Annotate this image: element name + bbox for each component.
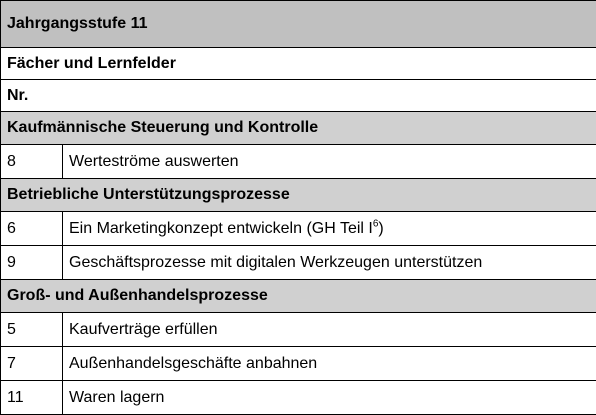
table-row: 8 Werteströme auswerten (1, 145, 596, 179)
field-name: Waren lagern (63, 381, 596, 415)
subjects-header: Fächer und Lernfelder (1, 48, 596, 80)
group-row: Kaufmännische Steuerung und Kontrolle (1, 112, 596, 145)
table-row: 6 Ein Marketingkonzept entwickeln (GH Te… (1, 212, 596, 246)
number-header-row: Nr. (1, 80, 596, 112)
group-row: Groß- und Außenhandelsprozesse (1, 280, 596, 313)
field-name-text: Ein Marketingkonzept entwickeln (GH Teil… (69, 220, 373, 237)
table-row: 7 Außenhandelsgeschäfte anbahnen (1, 347, 596, 381)
field-name: Werteströme auswerten (63, 145, 596, 179)
table-row: 5 Kaufverträge erfüllen (1, 313, 596, 347)
field-name: Ein Marketingkonzept entwickeln (GH Teil… (63, 212, 596, 246)
year-title: Jahrgangsstufe 11 (1, 1, 596, 48)
field-number: 6 (1, 212, 63, 246)
field-number: 7 (1, 347, 63, 381)
group-title: Betriebliche Unterstützungsprozesse (1, 179, 596, 212)
table-row: 11 Waren lagern (1, 381, 596, 415)
field-name: Geschäftsprozesse mit digitalen Werkzeug… (63, 246, 596, 280)
group-row: Betriebliche Unterstützungsprozesse (1, 179, 596, 212)
field-name-suffix: ) (378, 220, 383, 237)
table-row: 9 Geschäftsprozesse mit digitalen Werkze… (1, 246, 596, 280)
field-number: 5 (1, 313, 63, 347)
field-name: Kaufverträge erfüllen (63, 313, 596, 347)
number-header: Nr. (1, 80, 596, 112)
year-row: Jahrgangsstufe 11 (1, 1, 596, 48)
field-number: 11 (1, 381, 63, 415)
field-name: Außenhandelsgeschäfte anbahnen (63, 347, 596, 381)
subjects-header-row: Fächer und Lernfelder (1, 48, 596, 80)
group-title: Groß- und Außenhandelsprozesse (1, 280, 596, 313)
field-number: 8 (1, 145, 63, 179)
group-title: Kaufmännische Steuerung und Kontrolle (1, 112, 596, 145)
field-number: 9 (1, 246, 63, 280)
